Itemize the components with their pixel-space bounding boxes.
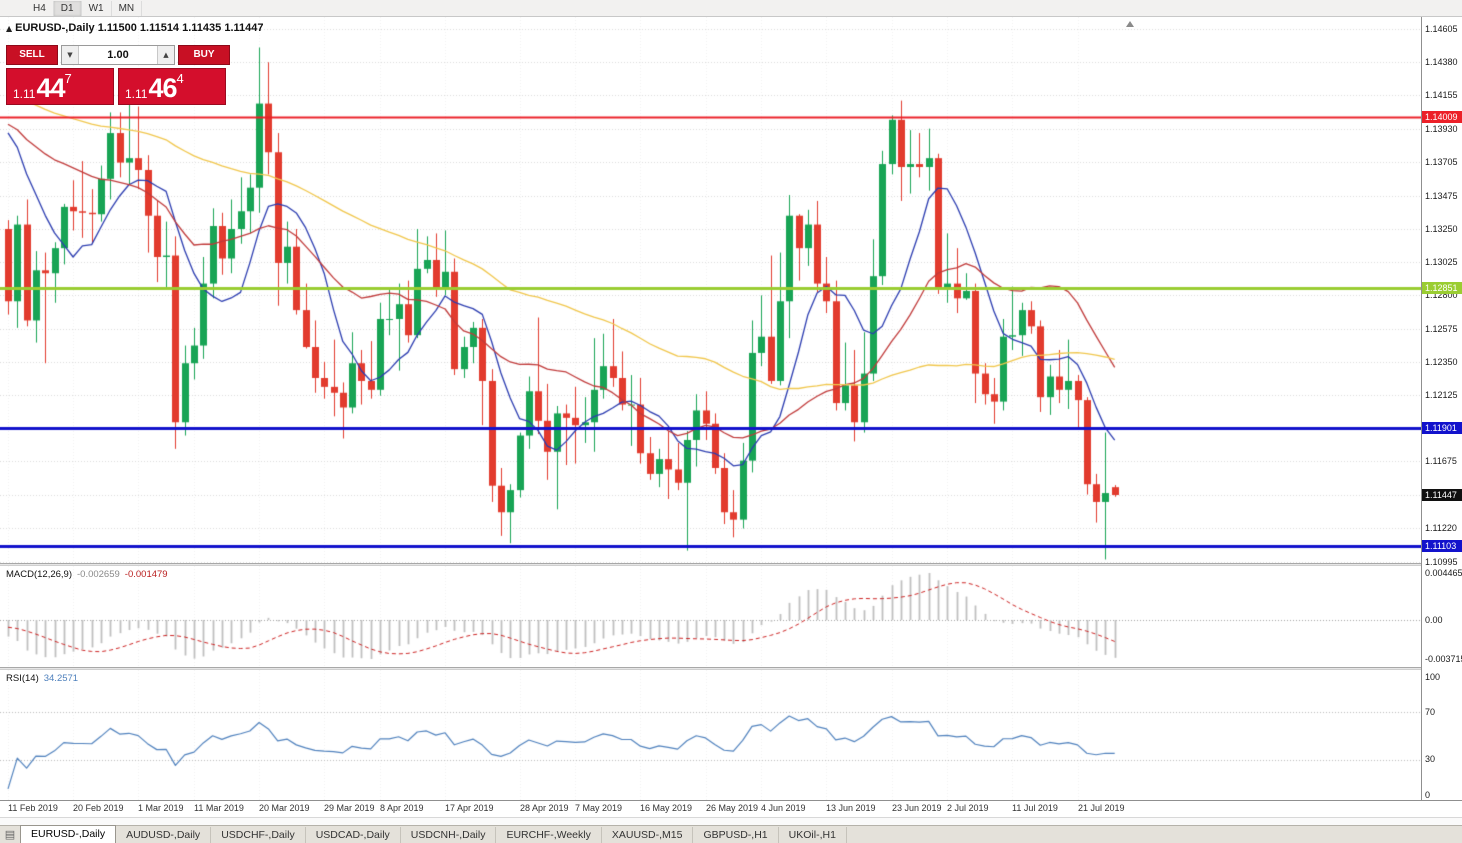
price-axis-label: 1.13025 xyxy=(1425,257,1458,267)
time-axis-label: 8 Apr 2019 xyxy=(380,803,424,813)
price-axis[interactable]: 1.14605 1.14380 1.14155 1.13930 1.13705 1.134… xyxy=(1421,17,1462,800)
macd-axis-label: -0.003715 xyxy=(1425,654,1462,664)
sell-price-box[interactable]: 1.11 44 7 xyxy=(6,68,114,105)
time-axis-label: 20 Mar 2019 xyxy=(259,803,310,813)
price-axis-label: 1.14605 xyxy=(1425,24,1458,34)
timeframe-button-mn[interactable]: MN xyxy=(112,0,143,16)
chart-ohlc-readout: 1.11500 1.11514 1.11435 1.11447 xyxy=(97,22,264,34)
price-axis-label: 1.13705 xyxy=(1425,157,1458,167)
volume-decrease-icon[interactable]: ▼ xyxy=(62,46,79,64)
timeframe-button-d1[interactable]: D1 xyxy=(53,0,82,16)
chart-tab-bar: ▤ EURUSD-,Daily AUDUSD-,Daily USDCHF-,Dail… xyxy=(0,825,1462,843)
chart-tab-usdcnh[interactable]: USDCNH-,Daily xyxy=(401,827,497,843)
chart-tab-xauusd[interactable]: XAUUSD-,M15 xyxy=(602,827,694,843)
macd-name: MACD(12,26,9) xyxy=(6,569,72,580)
time-axis-label: 11 Jul 2019 xyxy=(1012,803,1058,813)
buy-price-prefix: 1.11 xyxy=(125,87,148,101)
time-axis-label: 28 Apr 2019 xyxy=(520,803,569,813)
chart-tab-usdchf[interactable]: USDCHF-,Daily xyxy=(211,827,306,843)
price-axis-label: 1.13930 xyxy=(1425,124,1458,134)
timeframe-toolbar: H4 D1 W1 MN xyxy=(0,0,1462,17)
sell-price-pips: 44 xyxy=(36,73,65,103)
hline-price-tag: 1.11901 xyxy=(1422,422,1462,434)
macd-axis-label: 0.004465 xyxy=(1425,568,1462,578)
time-axis-label: 29 Mar 2019 xyxy=(324,803,375,813)
hline-price-tag: 1.12851 xyxy=(1422,282,1462,294)
time-axis-label: 16 May 2019 xyxy=(640,803,693,813)
chart-symbol-icon: ▲ xyxy=(6,24,13,33)
time-axis-label: 21 Jul 2019 xyxy=(1078,803,1125,813)
chart-tab-audusd[interactable]: AUDUSD-,Daily xyxy=(116,827,212,843)
time-axis-label: 20 Feb 2019 xyxy=(73,803,124,813)
sell-price-prefix: 1.11 xyxy=(13,87,36,101)
sell-price-pipette: 7 xyxy=(64,71,72,86)
time-axis[interactable]: 11 Feb 2019 20 Feb 2019 1 Mar 2019 11 Mar 2… xyxy=(0,801,1421,817)
price-axis-label: 1.11675 xyxy=(1425,456,1457,466)
rsi-indicator-chart[interactable] xyxy=(0,670,1421,800)
price-axis-label: 1.14380 xyxy=(1425,57,1458,67)
time-axis-label: 1 Mar 2019 xyxy=(138,803,184,813)
chart-tab-gbpusd[interactable]: GBPUSD-,H1 xyxy=(693,827,779,843)
rsi-axis-label: 30 xyxy=(1425,754,1436,764)
timeframe-button-h4[interactable]: H4 xyxy=(26,0,54,16)
rsi-axis-label: 100 xyxy=(1425,672,1441,682)
price-axis-label: 1.12575 xyxy=(1425,324,1458,334)
chart-list-icon[interactable]: ▤ xyxy=(4,828,16,841)
chart-tab-ukoil[interactable]: UKOil-,H1 xyxy=(779,827,847,843)
hline-price-tag: 1.14009 xyxy=(1422,111,1462,123)
rsi-value: 34.2571 xyxy=(43,673,79,684)
macd-axis-label: 0.00 xyxy=(1425,615,1443,625)
buy-button[interactable]: BUY xyxy=(178,45,230,65)
macd-signal-value: -0.001479 xyxy=(124,569,168,580)
time-axis-label: 11 Feb 2019 xyxy=(8,803,58,813)
rsi-name: RSI(14) xyxy=(6,673,39,684)
rsi-axis-label: 0 xyxy=(1425,790,1431,800)
macd-value: -0.002659 xyxy=(77,569,120,580)
time-axis-label: 11 Mar 2019 xyxy=(194,803,244,813)
rsi-indicator-label: RSI(14) 34.2571 xyxy=(6,673,78,684)
price-axis-label: 1.11220 xyxy=(1425,523,1457,533)
time-axis-label: 26 May 2019 xyxy=(706,803,759,813)
sell-button[interactable]: SELL xyxy=(6,45,58,65)
time-axis-label: 23 Jun 2019 xyxy=(892,803,942,813)
macd-indicator-label: MACD(12,26,9) -0.002659 -0.001479 xyxy=(6,569,168,580)
current-price-tag: 1.11447 xyxy=(1422,489,1462,501)
price-axis-label: 1.12125 xyxy=(1425,390,1458,400)
chart-shift-marker-icon xyxy=(1126,21,1134,27)
chart-tab-eurchf[interactable]: EURCHF-,Weekly xyxy=(496,827,602,843)
axis-border xyxy=(0,800,1462,801)
timeframe-button-w1[interactable]: W1 xyxy=(82,0,112,16)
hline-price-tag: 1.11103 xyxy=(1422,540,1462,552)
price-axis-label: 1.10995 xyxy=(1425,557,1458,567)
volume-input[interactable]: 1.00 xyxy=(107,49,129,61)
time-axis-label: 7 May 2019 xyxy=(575,803,623,813)
price-axis-label: 1.14155 xyxy=(1425,90,1458,100)
buy-price-pips: 46 xyxy=(148,73,177,103)
chart-title: ▲ EURUSD-,Daily 1.11500 1.11514 1.11435 1… xyxy=(6,22,263,34)
price-axis-label: 1.12350 xyxy=(1425,357,1458,367)
time-axis-label: 17 Apr 2019 xyxy=(445,803,494,813)
price-axis-label: 1.13475 xyxy=(1425,191,1458,201)
price-axis-label: 1.12800 xyxy=(1425,290,1458,300)
time-axis-label: 2 Jul 2019 xyxy=(947,803,989,813)
price-axis-label: 1.13250 xyxy=(1425,224,1458,234)
main-price-chart[interactable] xyxy=(0,17,1421,563)
buy-price-pipette: 4 xyxy=(176,71,184,86)
rsi-panel-divider[interactable] xyxy=(0,667,1462,670)
one-click-trading-panel: SELL ▼ 1.00 ▲ BUY 1.11 44 7 1.11 46 4 xyxy=(6,45,230,105)
chart-symbol-period: EURUSD-,Daily xyxy=(15,22,95,34)
chart-scroll-strip[interactable] xyxy=(0,817,1462,825)
time-axis-label: 13 Jun 2019 xyxy=(826,803,876,813)
macd-indicator-chart[interactable] xyxy=(0,566,1421,667)
chart-tab-usdcad[interactable]: USDCAD-,Daily xyxy=(306,827,401,843)
buy-price-box[interactable]: 1.11 46 4 xyxy=(118,68,226,105)
volume-stepper: ▼ 1.00 ▲ xyxy=(61,45,175,65)
chart-tab-eurusd[interactable]: EURUSD-,Daily xyxy=(20,825,117,843)
volume-increase-icon[interactable]: ▲ xyxy=(157,46,174,64)
macd-panel-divider[interactable] xyxy=(0,563,1462,566)
time-axis-label: 4 Jun 2019 xyxy=(761,803,806,813)
rsi-axis-label: 70 xyxy=(1425,707,1436,717)
